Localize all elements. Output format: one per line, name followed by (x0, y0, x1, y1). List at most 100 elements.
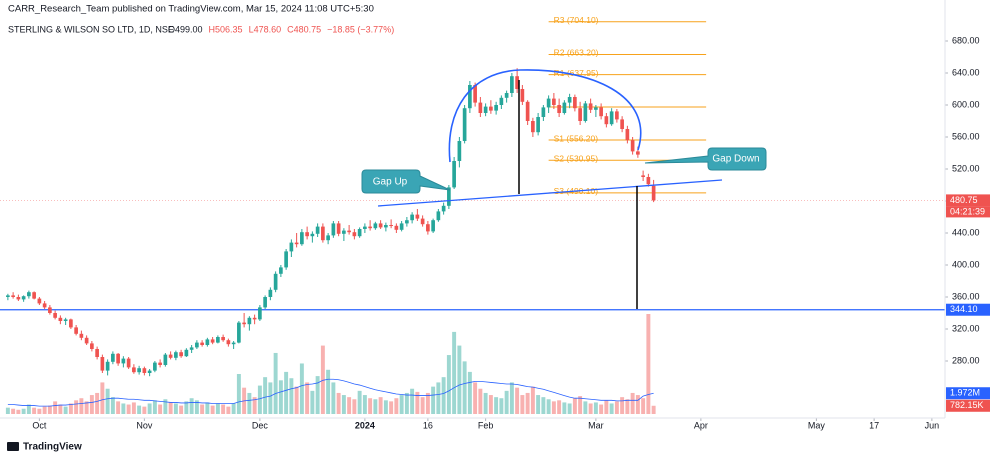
candle-body (205, 339, 210, 345)
volume-bar (614, 401, 619, 414)
volume-bar (446, 355, 451, 414)
candle-body (489, 106, 493, 111)
candle-body (515, 76, 519, 89)
candle-body (394, 225, 399, 230)
candle-body (273, 273, 278, 290)
candle-body (42, 303, 47, 308)
volume-bar (105, 388, 110, 414)
x-tick-label: Jun (925, 420, 940, 430)
x-tick-label: 2024 (355, 420, 375, 430)
candle-body (32, 292, 36, 299)
pivot-label: R2 (663.20) (554, 48, 599, 58)
volume-bar (310, 390, 315, 414)
footer: TradingView (23, 442, 82, 453)
volume-bar (163, 399, 168, 414)
candle-body (111, 353, 115, 362)
candle-body (252, 317, 257, 320)
candle-body (116, 353, 120, 364)
logo-icon (7, 442, 19, 451)
candle-body (6, 295, 10, 297)
candle-body (615, 111, 619, 120)
candle-body (147, 370, 152, 373)
candle-body (142, 368, 147, 373)
pivot-label: S1 (556.20) (554, 133, 599, 143)
candle-body (578, 108, 582, 121)
volume-bar (68, 403, 73, 414)
volume-bar (189, 398, 194, 414)
candle-body (599, 107, 603, 117)
candle-body (321, 226, 325, 241)
volume-bar (357, 390, 362, 414)
candle-body (363, 226, 367, 229)
candle-body (331, 223, 336, 236)
y-tick-label: 520.00 (952, 163, 980, 173)
candle-body (84, 337, 89, 344)
y-tick-label: 600.00 (952, 99, 980, 109)
volume-bar (462, 361, 467, 414)
volume-bar (305, 382, 310, 414)
candle-body (499, 97, 504, 105)
volume-bar (205, 402, 210, 414)
volume-bar (467, 371, 472, 414)
volume-bar (494, 397, 499, 414)
y-tick-label: 400.00 (952, 259, 980, 269)
volume-bar (515, 387, 520, 414)
publisher: CARR_Research_Team published on TradingV… (8, 4, 374, 15)
volume-bar (47, 405, 52, 414)
volume-bar (26, 404, 31, 414)
volume-bar (95, 392, 100, 414)
volume-bar (100, 382, 105, 414)
volume-bar (21, 408, 26, 414)
ohlc-value: L478.60 (249, 24, 282, 34)
volume-bar (389, 401, 394, 414)
candle-body (63, 319, 68, 321)
volume-bar (488, 395, 493, 414)
volume-bar (278, 380, 283, 414)
volume-bar (483, 392, 488, 414)
candle-body (168, 354, 173, 358)
volume-bar (299, 363, 304, 414)
x-tick-label: Feb (478, 420, 494, 430)
candle-body (651, 185, 656, 201)
volume-bar (530, 386, 535, 414)
volume-bar (362, 395, 367, 414)
volume-bar (137, 405, 142, 414)
candle-body (520, 89, 525, 102)
candle-body (368, 226, 372, 229)
volume-bar (331, 382, 336, 414)
candle-body (588, 103, 593, 110)
volume-bar (315, 376, 320, 414)
candle-body (284, 251, 288, 268)
volume-bar (84, 401, 89, 414)
candle-body (399, 223, 404, 230)
candle-body (452, 161, 456, 188)
footer-logo: TradingView (7, 442, 82, 453)
x-tick-label: 16 (423, 420, 433, 430)
y-tick-label: 280.00 (952, 355, 980, 365)
volume-bar (194, 400, 199, 414)
volume-bar (184, 401, 189, 414)
volume-bar (420, 397, 425, 414)
volume-bar (336, 392, 341, 414)
volume-bar (257, 385, 262, 414)
candle-body (21, 296, 26, 300)
volume-bar (425, 392, 430, 414)
candle-body (525, 101, 530, 121)
candle-body (126, 358, 131, 368)
candle-body (326, 235, 330, 241)
candle-body (462, 108, 467, 141)
volume-bar (415, 391, 420, 414)
y-tick-label: 680.00 (952, 35, 980, 45)
volume-ma-line (7, 378, 654, 407)
candle-body (195, 342, 199, 348)
candle-body (552, 98, 556, 105)
x-tick-label: Mar (588, 420, 604, 430)
candle-body (174, 352, 178, 358)
volume-bar (79, 398, 84, 414)
volume-bar (478, 388, 483, 414)
candle-body (27, 292, 31, 297)
y-tick-label: 320.00 (952, 323, 980, 333)
volume-bar (121, 403, 126, 414)
